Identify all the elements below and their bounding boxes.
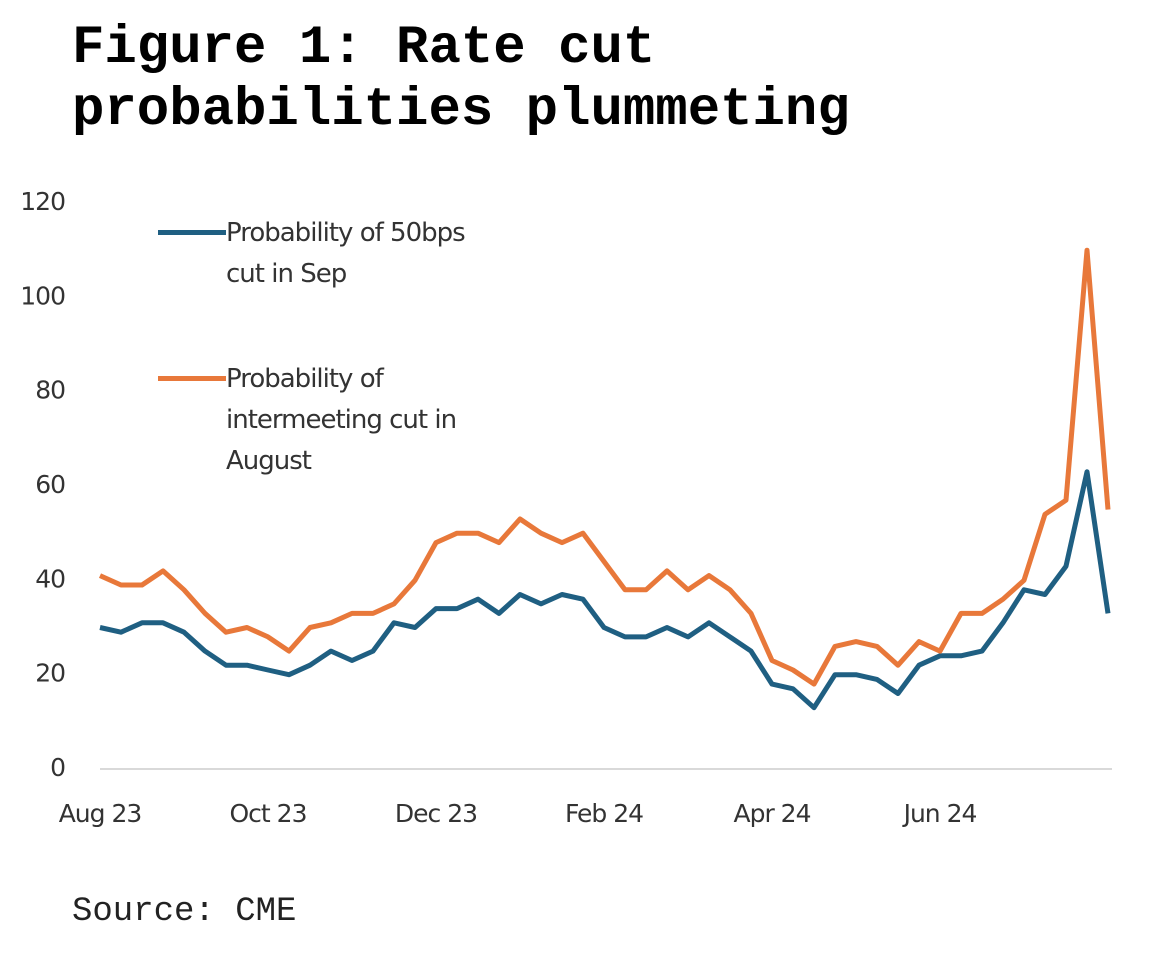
x-tick-label: Aug 23 (59, 799, 142, 828)
legend-label: Probability of intermeeting cut in Augus… (226, 364, 457, 476)
x-tick-label: Jun 24 (902, 799, 977, 828)
x-tick-label: Feb 24 (565, 799, 643, 828)
y-tick-label: 60 (35, 470, 65, 499)
series-line (99, 469, 1111, 711)
y-tick-label: 0 (50, 753, 65, 782)
legend-swatch (158, 376, 226, 381)
x-tick-label: Apr 24 (733, 799, 810, 828)
series-line (98, 247, 1111, 687)
x-tick-label: Dec 23 (395, 799, 477, 828)
chart-title: Figure 1: Rate cut probabilities plummet… (72, 18, 850, 141)
y-tick-label: 120 (20, 187, 65, 216)
legend-item: Probability of 50bps cut in Sep (158, 213, 488, 295)
legend-label: Probability of 50bps cut in Sep (226, 218, 466, 289)
legend-item: Probability of intermeeting cut in Augus… (158, 359, 488, 482)
y-tick-label: 100 (20, 281, 65, 310)
y-tick-label: 80 (35, 376, 65, 405)
y-tick-label: 20 (35, 659, 65, 688)
legend-swatch (158, 230, 226, 235)
x-tick-label: Oct 23 (230, 799, 307, 828)
y-tick-label: 40 (35, 564, 65, 593)
source-note: Source: CME (72, 893, 297, 931)
